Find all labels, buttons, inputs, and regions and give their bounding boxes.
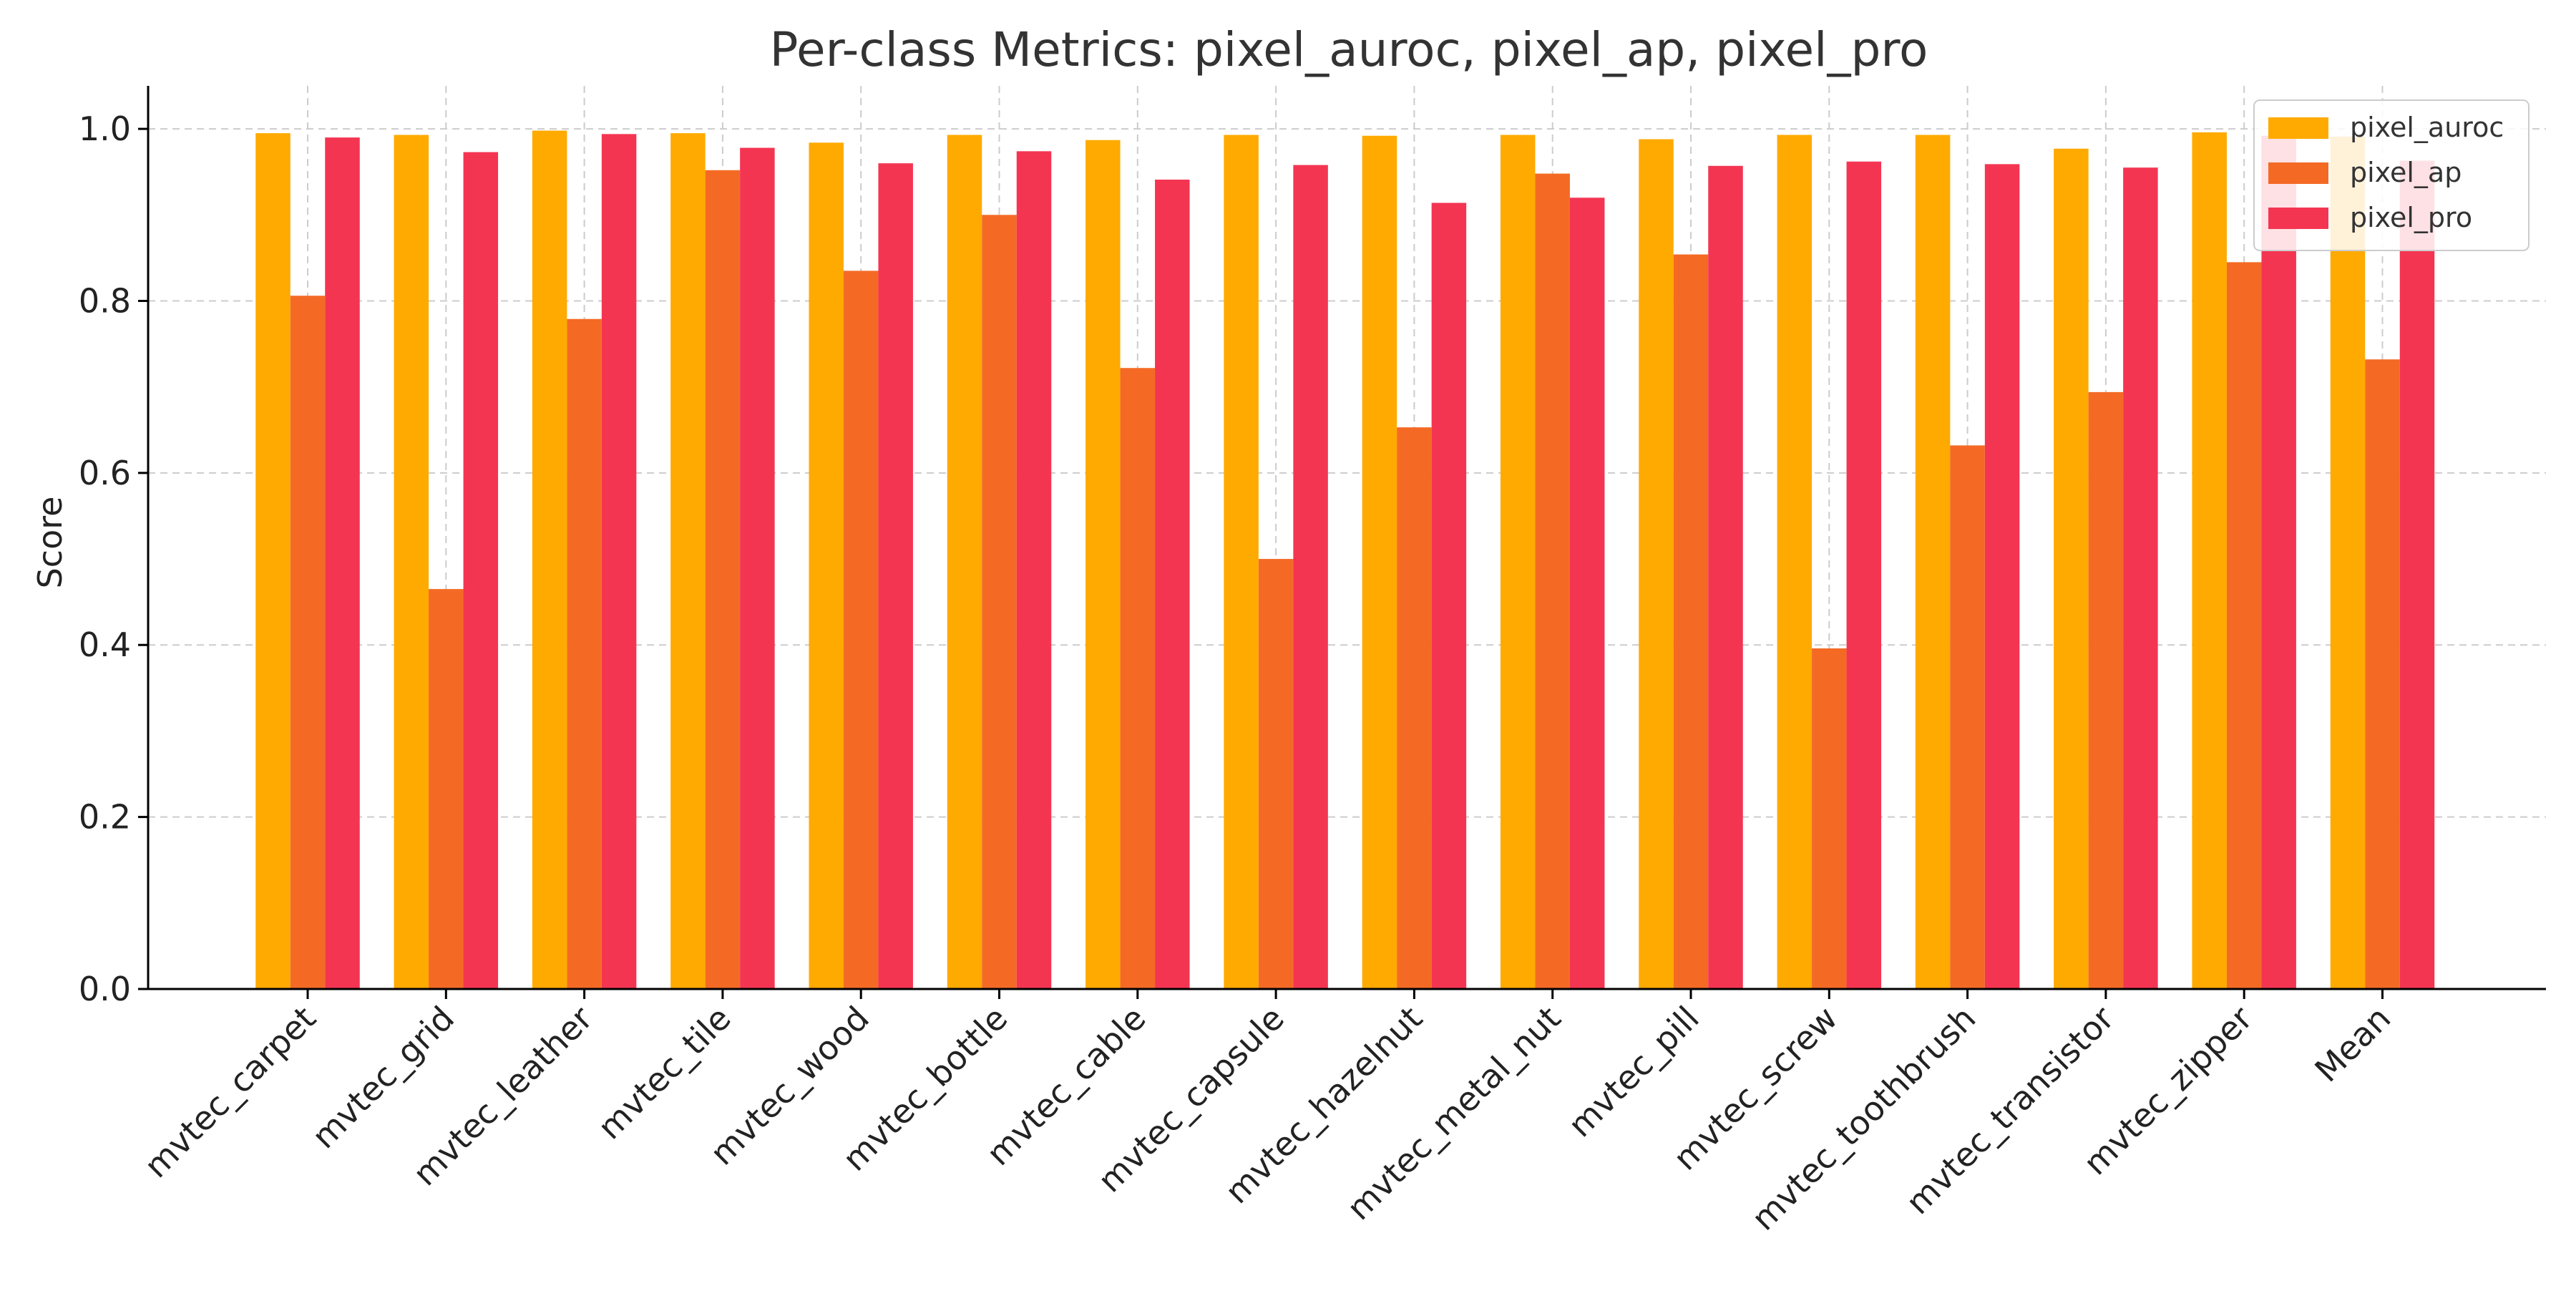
grid-layer [148,86,2546,990]
x-tick-label: mvtec_toothbrush [1744,999,1983,1238]
bar-pixel_pro-mvtec_grid [463,152,499,989]
bar-pixel_ap-mvtec_tile [705,170,741,989]
bar-pixel_ap-mvtec_pill [1673,254,1709,989]
x-tick-label: mvtec_tile [590,999,738,1147]
bar-pixel_pro-mvtec_bottle [1016,151,1052,990]
bar-pixel_auroc-mvtec_transistor [2054,148,2089,990]
bar-pixel_auroc-mvtec_screw [1777,135,1813,989]
bar-pixel_ap-mvtec_capsule [1258,559,1294,989]
x-tick-label: mvtec_pill [1561,999,1707,1145]
y-tick-label: 0.2 [79,798,131,837]
x-tick-label: mvtec_carpet [137,999,323,1186]
bar-pixel_ap-mvtec_metal_nut [1535,173,1570,990]
bar-pixel_ap-mvtec_transistor [2088,391,2124,989]
bar-pixel_pro-mvtec_zipper [2261,135,2296,990]
bar-pixel_pro-mvtec_pill [1708,165,1743,989]
bar-pixel_ap-mvtec_zipper [2226,262,2262,989]
bar-pixel_pro-mvtec_tile [740,147,775,989]
x-tick-label: Mean [2307,999,2398,1090]
bar-pixel_ap-Mean [2365,359,2400,990]
bar-pixel_ap-mvtec_grid [429,589,464,989]
bar-pixel_auroc-mvtec_bottle [947,135,982,989]
y-axis-label: Score [31,497,69,589]
bar-pixel_auroc-mvtec_cable [1085,140,1121,990]
bar-pixel_ap-mvtec_toothbrush [1950,445,1985,989]
bar-pixel_auroc-Mean [2330,136,2366,989]
bar-pixel_auroc-mvtec_tile [670,133,706,990]
bar-pixel_pro-mvtec_cable [1155,180,1190,989]
y-tick-label: 0.0 [79,970,131,1008]
legend-swatch-pixel_auroc [2268,117,2328,139]
bar-pixel_ap-mvtec_carpet [290,296,326,989]
legend-label-pixel_pro: pixel_pro [2350,202,2472,233]
legend: pixel_auroc pixel_ap pixel_pro [2253,99,2529,251]
bar-pixel_pro-mvtec_carpet [325,137,360,990]
bar-pixel_pro-mvtec_toothbrush [1984,164,2020,989]
bar-pixel_auroc-mvtec_metal_nut [1500,135,1536,989]
bar-pixel_pro-mvtec_transistor [2123,167,2158,990]
bar-pixel_auroc-mvtec_capsule [1224,135,1259,989]
bars-layer [255,130,2435,990]
bar-pixel_ap-mvtec_screw [1812,648,1847,989]
legend-swatch-pixel_ap [2268,162,2328,184]
bar-pixel_pro-Mean [2399,160,2435,989]
axes-layer [147,86,2546,990]
bar-pixel_auroc-mvtec_toothbrush [1915,135,1951,989]
bar-pixel_auroc-mvtec_carpet [255,133,291,990]
bar-pixel_pro-mvtec_screw [1846,161,1882,989]
legend-swatch-pixel_pro [2268,208,2328,229]
y-tick-label: 0.6 [79,454,131,492]
legend-label-pixel_ap: pixel_ap [2350,157,2462,188]
bar-pixel_pro-mvtec_wood [878,163,913,989]
bar-pixel_auroc-mvtec_zipper [2192,132,2227,989]
bar-pixel_auroc-mvtec_leather [532,130,567,989]
bar-pixel_ap-mvtec_cable [1120,368,1156,989]
bar-pixel_pro-mvtec_capsule [1293,165,1328,990]
y-tick-label: 0.8 [79,281,131,320]
bar-pixel_auroc-mvtec_grid [394,135,429,989]
bar-pixel_pro-mvtec_metal_nut [1569,198,1605,989]
chart-title: Per-class Metrics: pixel_auroc, pixel_ap… [770,22,1928,77]
bar-pixel_ap-mvtec_bottle [982,215,1017,989]
bar-pixel_pro-mvtec_leather [601,134,637,989]
bar-pixel_ap-mvtec_leather [567,318,602,990]
bar-pixel_auroc-mvtec_wood [809,142,844,990]
bar-pixel_ap-mvtec_hazelnut [1397,427,1432,989]
legend-label-pixel_auroc: pixel_auroc [2350,112,2504,143]
bar-pixel_auroc-mvtec_hazelnut [1362,135,1397,990]
bar-pixel_pro-mvtec_hazelnut [1431,203,1467,990]
y-tick-label: 0.4 [79,625,131,664]
y-tick-label: 1.0 [79,109,131,148]
bar-pixel_ap-mvtec_wood [843,271,879,989]
bar-pixel_auroc-mvtec_pill [1639,139,1674,989]
